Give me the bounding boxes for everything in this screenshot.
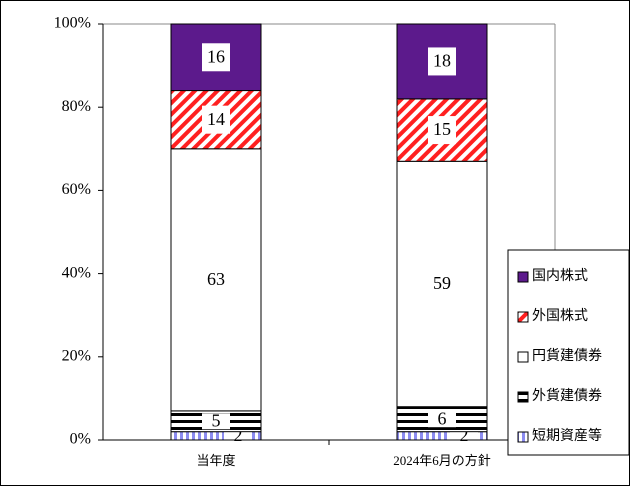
label-bg (202, 413, 230, 430)
y-tick-label: 80% (62, 98, 91, 115)
legend-marker (517, 431, 529, 443)
y-tick-label: 40% (62, 264, 91, 281)
data-label: 5 (212, 410, 221, 430)
y-tick-label: 60% (62, 181, 91, 198)
data-label: 2 (460, 425, 469, 445)
legend-marker (517, 391, 529, 403)
label-bg (428, 411, 456, 428)
label-bg (428, 116, 456, 145)
legend-marker (517, 351, 529, 363)
data-label: 18 (433, 51, 451, 71)
label-bg (428, 47, 456, 76)
legend-label: 円貨建債券 (532, 347, 602, 364)
data-label: 2 (234, 425, 243, 445)
y-tick-label: 0% (70, 431, 91, 448)
data-label: 63 (207, 269, 225, 289)
label-bg (202, 105, 230, 134)
y-tick-label: 100% (54, 15, 91, 32)
label-bg (428, 270, 456, 298)
legend-marker (517, 271, 529, 283)
legend-label: 外国株式 (532, 308, 588, 324)
data-label: 59 (433, 273, 451, 293)
y-tick-label: 20% (62, 347, 91, 364)
data-label: 6 (438, 408, 447, 428)
label-bg (202, 265, 230, 294)
legend-label: 短期資産等 (532, 427, 602, 444)
legend-marker (517, 311, 529, 323)
x-tick-label: 2024年6月の方針 (393, 453, 491, 468)
legend-label: 外貨建債券 (532, 387, 602, 404)
data-label: 15 (433, 119, 451, 139)
data-label: 16 (207, 46, 225, 66)
x-tick-label: 当年度 (196, 453, 235, 468)
legend-label: 国内株式 (532, 268, 588, 284)
label-bg (202, 43, 230, 72)
data-label: 14 (207, 109, 225, 129)
